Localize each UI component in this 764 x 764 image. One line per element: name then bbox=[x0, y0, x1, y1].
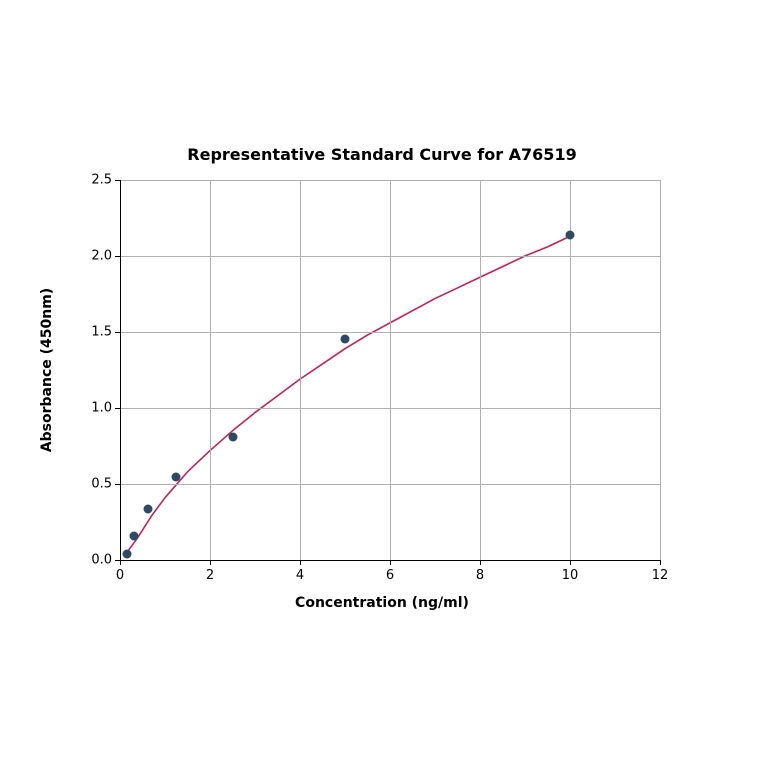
y-tick-label: 2.5 bbox=[72, 173, 112, 188]
data-point-marker bbox=[123, 549, 132, 558]
grid-line-vertical bbox=[480, 180, 481, 560]
y-axis-spine bbox=[120, 180, 121, 560]
data-point-marker bbox=[130, 532, 139, 541]
x-tick-label: 10 bbox=[562, 568, 579, 583]
grid-line-vertical bbox=[300, 180, 301, 560]
y-tick-label: 0.5 bbox=[72, 477, 112, 492]
x-tick-label: 0 bbox=[116, 568, 124, 583]
y-tick-label: 1.5 bbox=[72, 325, 112, 340]
x-tick-label: 12 bbox=[652, 568, 669, 583]
grid-line-vertical bbox=[660, 180, 661, 560]
grid-line-horizontal bbox=[120, 180, 660, 181]
data-point-marker bbox=[341, 334, 350, 343]
grid-line-horizontal bbox=[120, 332, 660, 333]
x-tick-label: 8 bbox=[476, 568, 484, 583]
y-tick-label: 0.0 bbox=[72, 553, 112, 568]
grid-line-vertical bbox=[390, 180, 391, 560]
y-tick-label: 2.0 bbox=[72, 249, 112, 264]
x-tick-label: 6 bbox=[386, 568, 394, 583]
grid-line-horizontal bbox=[120, 408, 660, 409]
plot-area: 0246810120.00.51.01.52.02.5 bbox=[120, 180, 660, 560]
data-point-marker bbox=[228, 432, 237, 441]
x-tick-label: 2 bbox=[206, 568, 214, 583]
x-tick bbox=[660, 560, 661, 565]
x-axis-label: Concentration (ng/ml) bbox=[0, 595, 764, 611]
chart-canvas: Representative Standard Curve for A76519… bbox=[0, 0, 764, 764]
x-tick-label: 4 bbox=[296, 568, 304, 583]
chart-title: Representative Standard Curve for A76519 bbox=[0, 145, 764, 164]
grid-line-vertical bbox=[210, 180, 211, 560]
data-point-marker bbox=[566, 230, 575, 239]
grid-line-horizontal bbox=[120, 484, 660, 485]
y-axis-label: Absorbance (450nm) bbox=[39, 288, 55, 452]
y-tick-label: 1.0 bbox=[72, 401, 112, 416]
grid-line-horizontal bbox=[120, 256, 660, 257]
x-axis-spine bbox=[120, 560, 660, 561]
data-point-marker bbox=[172, 473, 181, 482]
data-point-marker bbox=[144, 505, 153, 514]
